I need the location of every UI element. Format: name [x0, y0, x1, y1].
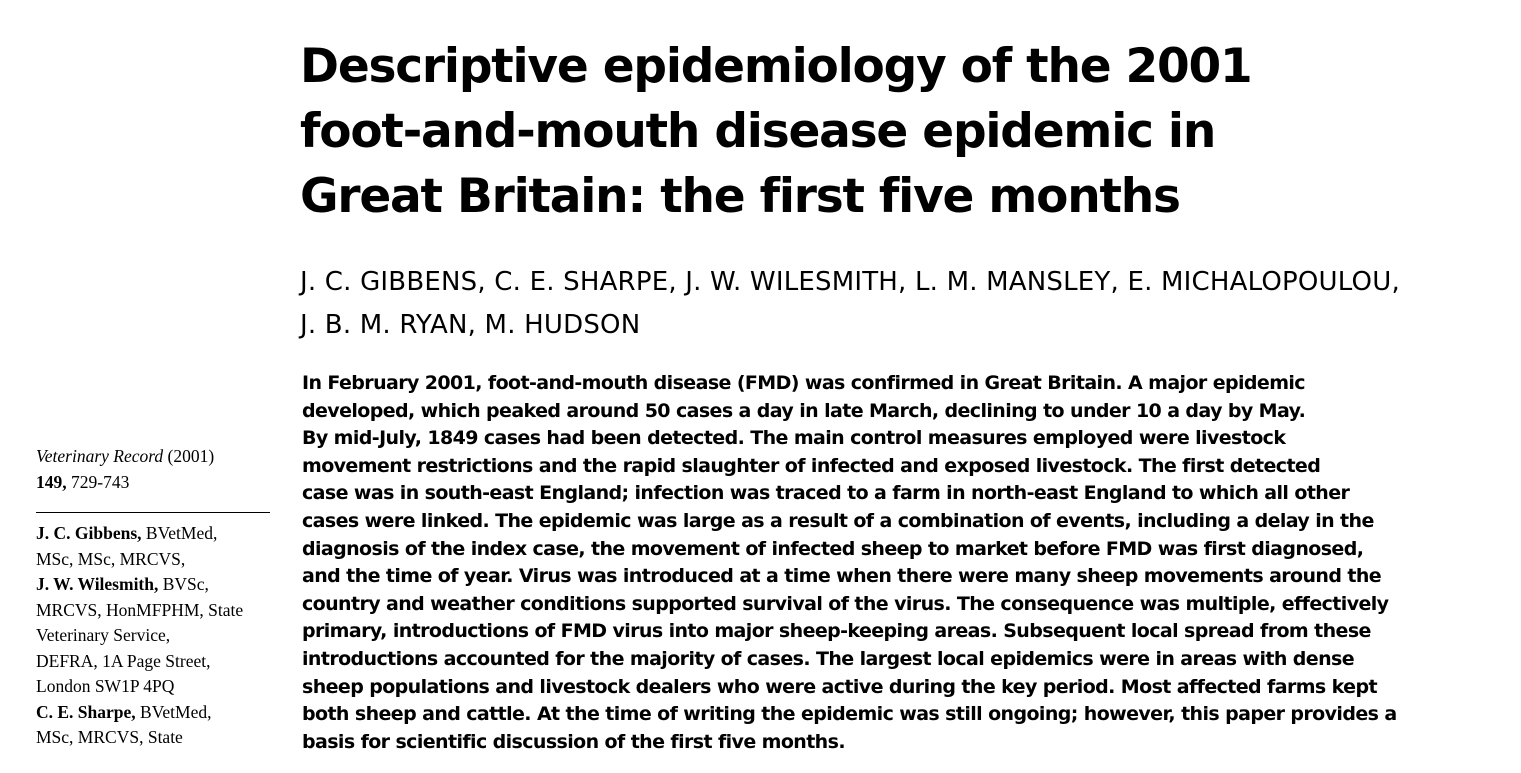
affiliation-author-name: J. C. Gibbens, — [36, 523, 142, 543]
citation-volume-line: 149, 729-743 — [36, 470, 286, 496]
affiliation-line: J. C. Gibbens, BVetMed, — [36, 521, 286, 547]
affiliation-text: BVSc, — [158, 574, 209, 594]
affiliation-text: BVetMed, — [135, 701, 212, 722]
abstract-line: diagnosis of the index case, the movemen… — [302, 537, 1364, 560]
affiliation-text: Veterinary Service, — [36, 625, 171, 645]
author-line: J. C. GIBBENS, C. E. SHARPE, J. W. WILES… — [300, 267, 1400, 297]
abstract-line: introductions accounted for the majority… — [302, 647, 1355, 670]
author-list: J. C. GIBBENS, C. E. SHARPE, J. W. WILES… — [300, 261, 1500, 347]
affiliation-text: MSc, MRCVS, State — [36, 727, 183, 747]
citation-pages: 729-743 — [66, 471, 130, 492]
citation-volume: 149, — [36, 471, 67, 492]
citation-year: (2001) — [163, 446, 215, 466]
abstract-line: movement restrictions and the rapid slau… — [302, 454, 1321, 477]
abstract-line: By mid-July, 1849 cases had been detecte… — [302, 427, 1286, 450]
affiliation-line: MSc, MSc, MRCVS, — [36, 547, 286, 573]
abstract-line: developed, which peaked around 50 cases … — [302, 399, 1306, 422]
sidebar-divider — [36, 512, 270, 513]
citation-journal-line: Veterinary Record (2001) — [36, 444, 286, 470]
affiliation-line: Veterinary Service, — [36, 623, 286, 649]
affiliation-text: BVetMed, — [141, 523, 218, 543]
affiliation-text: MSc, MSc, MRCVS, — [36, 548, 186, 569]
affiliation-text: London SW1P 4PQ — [36, 676, 175, 696]
abstract-line: basis for scientific discussion of the f… — [302, 730, 846, 753]
affiliation-line: J. W. Wilesmith, BVSc, — [36, 572, 286, 598]
author-affiliations: J. C. Gibbens, BVetMed, MSc, MSc, MRCVS,… — [36, 521, 286, 751]
affiliation-line: DEFRA, 1A Page Street, — [36, 649, 286, 675]
abstract-line: and the time of year. Virus was introduc… — [302, 565, 1382, 588]
abstract: In February 2001, foot-and-mouth disease… — [302, 370, 1502, 756]
title-line: Great Britain: the first five months — [300, 169, 1181, 224]
affiliation-line: MRCVS, HonMFPHM, State — [36, 598, 286, 624]
title-line: Descriptive epidemiology of the 2001 — [300, 39, 1253, 94]
abstract-line: cases were linked. The epidemic was larg… — [302, 509, 1374, 532]
author-line: J. B. M. RYAN, M. HUDSON — [300, 310, 641, 340]
affiliation-author-name: J. W. Wilesmith, — [36, 574, 159, 594]
abstract-line: country and weather conditions supported… — [302, 592, 1389, 615]
affiliation-text: MRCVS, HonMFPHM, State — [36, 599, 244, 620]
title-line: foot-and-mouth disease epidemic in — [300, 104, 1216, 159]
abstract-line: case was in south-east England; infectio… — [302, 482, 1350, 505]
abstract-line: sheep populations and livestock dealers … — [302, 675, 1378, 698]
affiliation-line: MSc, MRCVS, State — [36, 725, 286, 751]
affiliation-author-name: C. E. Sharpe, — [36, 701, 136, 722]
abstract-line: In February 2001, foot-and-mouth disease… — [302, 372, 1306, 394]
affiliation-line: C. E. Sharpe, BVetMed, — [36, 700, 286, 726]
affiliation-text: DEFRA, 1A Page Street, — [36, 650, 211, 671]
citation: Veterinary Record (2001) 149, 729-743 — [36, 444, 286, 495]
abstract-line: primary, introductions of FMD virus into… — [302, 620, 1371, 643]
affiliation-line: London SW1P 4PQ — [36, 674, 286, 700]
sidebar: Veterinary Record (2001) 149, 729-743 J.… — [36, 444, 286, 751]
article-title: Descriptive epidemiology of the 2001 foo… — [300, 34, 1450, 229]
journal-name: Veterinary Record — [36, 446, 164, 466]
abstract-line: both sheep and cattle. At the time of wr… — [302, 703, 1397, 726]
